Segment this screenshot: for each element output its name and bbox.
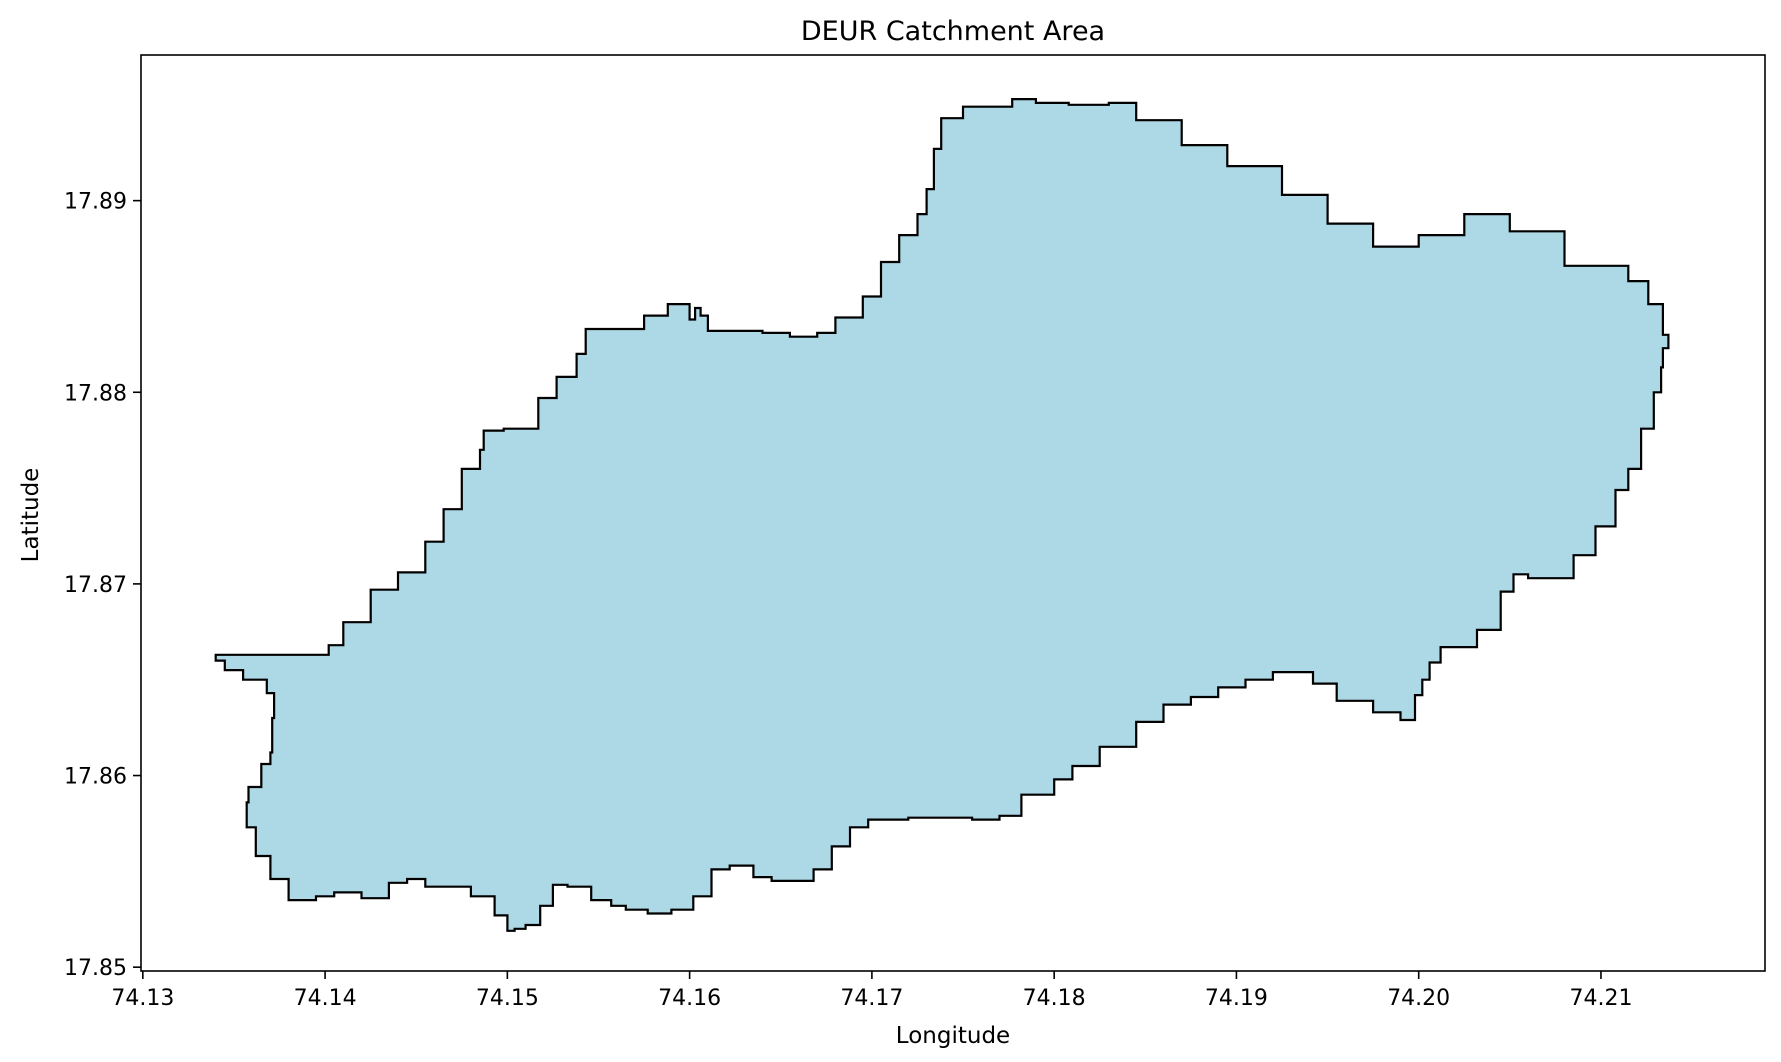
y-axis-ticks: 17.85 17.86 17.87 17.88 17.89 <box>64 190 141 981</box>
x-tick-label: 74.20 <box>1387 986 1450 1011</box>
x-tick-label: 74.21 <box>1569 986 1632 1011</box>
x-axis-ticks: 74.13 74.14 74.15 74.16 74.17 74.18 74.19 74.20… <box>111 971 1632 1011</box>
y-tick-label: 17.86 <box>64 765 127 790</box>
x-axis-label: Longitude <box>896 1023 1010 1049</box>
y-axis-label: Latitude <box>18 468 44 563</box>
x-tick-label: 74.14 <box>294 986 357 1011</box>
x-tick-label: 74.17 <box>840 986 903 1011</box>
y-tick-label: 17.87 <box>64 573 127 598</box>
x-tick-label: 74.16 <box>658 986 721 1011</box>
x-tick-label: 74.15 <box>476 986 539 1011</box>
catchment-polygon <box>214 98 1670 932</box>
x-tick-label: 74.19 <box>1205 986 1268 1011</box>
x-tick-label: 74.18 <box>1023 986 1086 1011</box>
y-tick-label: 17.85 <box>64 956 127 981</box>
chart-title: DEUR Catchment Area <box>801 16 1105 47</box>
x-tick-label: 74.13 <box>111 986 174 1011</box>
y-tick-label: 17.89 <box>64 190 127 215</box>
plot-frame <box>140 54 1766 972</box>
y-tick-label: 17.88 <box>64 381 127 406</box>
